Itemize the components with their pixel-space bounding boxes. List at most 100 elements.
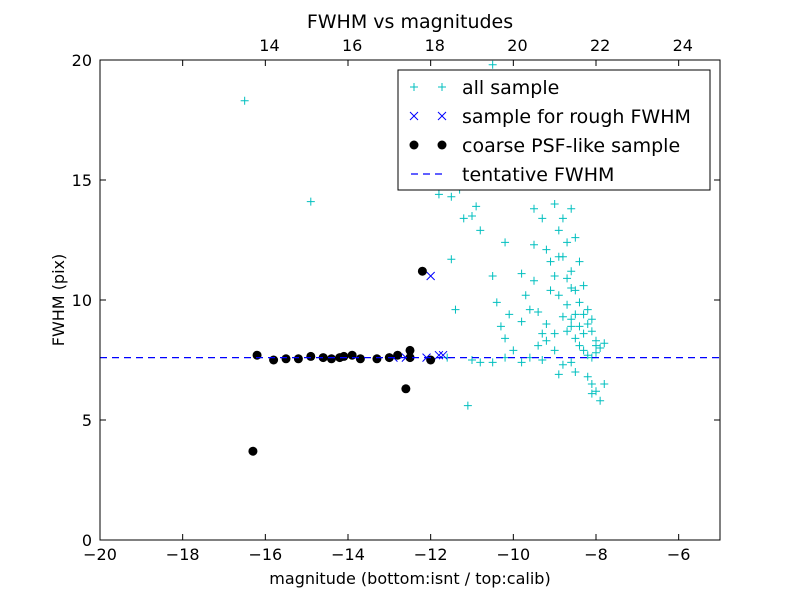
- data-point-plus: [476, 226, 485, 235]
- data-point-plus: [558, 360, 567, 369]
- top-axis-tick-label: 14: [259, 36, 279, 55]
- axes: −20 −18 −16 −14 −12 −10 −8 −6 14 16 18 20 22 24 0 5 10 15…: [72, 36, 721, 564]
- data-point-plus: [558, 214, 567, 223]
- data-point-plus: [546, 257, 555, 266]
- data-point-plus: [554, 291, 563, 300]
- data-point-plus: [240, 96, 249, 105]
- data-point-dot: [355, 354, 365, 364]
- legend-swatch-x: [437, 111, 447, 121]
- x-tick-label: −14: [331, 545, 365, 564]
- data-point-plus: [538, 356, 547, 364]
- data-point-plus: [600, 380, 609, 388]
- data-point-plus: [592, 341, 600, 350]
- data-point-plus: [583, 372, 592, 381]
- data-point-dot: [339, 351, 349, 361]
- data-point-plus: [587, 327, 596, 336]
- x-tick-label: −16: [248, 545, 282, 564]
- data-point-dot: [393, 350, 403, 360]
- data-point-plus: [306, 197, 315, 206]
- data-point-plus: [592, 348, 600, 357]
- data-point-dot: [326, 354, 336, 364]
- data-point-plus: [488, 60, 497, 69]
- data-point-dot: [347, 350, 357, 360]
- data-point-plus: [571, 310, 580, 319]
- data-point-plus: [587, 315, 596, 324]
- x-tick-label: −20: [83, 545, 117, 564]
- data-point-plus: [567, 358, 576, 367]
- data-point-plus: [525, 305, 534, 314]
- data-point-dot: [269, 355, 279, 365]
- data-point-plus: [596, 344, 605, 352]
- data-point-plus: [472, 202, 481, 211]
- chart-title: FWHM vs magnitudes: [307, 11, 513, 33]
- data-point-plus: [563, 274, 572, 283]
- data-point-dot: [426, 355, 436, 365]
- data-point-plus: [587, 380, 596, 388]
- y-axis-title: FWHM (pix): [49, 254, 68, 347]
- data-point-plus: [575, 322, 584, 331]
- data-point-plus: [530, 276, 538, 285]
- data-point-plus: [579, 329, 588, 338]
- data-point-dot: [252, 350, 262, 360]
- data-point-plus: [542, 245, 551, 254]
- data-point-plus: [517, 317, 526, 326]
- data-point-plus: [550, 346, 559, 355]
- x-tick-label: −18: [166, 545, 200, 564]
- legend-label: sample for rough FWHM: [462, 106, 691, 128]
- data-point-plus: [468, 212, 476, 220]
- data-point-plus: [554, 370, 563, 379]
- data-point-plus: [509, 346, 518, 355]
- data-point-plus: [434, 190, 443, 199]
- data-point-plus: [600, 339, 609, 348]
- data-point-dot: [318, 353, 328, 363]
- data-point-plus: [447, 255, 456, 264]
- x-tick-label: −6: [667, 545, 691, 564]
- data-point-plus: [567, 322, 576, 331]
- data-point-plus: [451, 305, 460, 314]
- data-point-plus: [517, 358, 526, 367]
- y-tick-label: 5: [82, 411, 92, 430]
- x-axis-title: magnitude (bottom:isnt / top:calib): [269, 569, 550, 588]
- data-point-dot: [401, 384, 411, 394]
- data-point-plus: [558, 252, 567, 261]
- legend-swatch-dot: [437, 140, 447, 150]
- data-point-plus: [463, 401, 472, 410]
- data-point-plus: [538, 329, 547, 338]
- top-axis-tick-label: 16: [342, 36, 362, 55]
- data-point-plus: [596, 396, 605, 405]
- legend-label: coarse PSF-like sample: [462, 135, 680, 157]
- data-point-plus: [476, 358, 485, 367]
- data-point-plus: [563, 327, 572, 336]
- data-point-plus: [567, 284, 576, 292]
- data-point-plus: [550, 200, 559, 208]
- data-point-plus: [579, 346, 588, 355]
- data-point-plus: [534, 341, 543, 350]
- data-point-plus: [496, 322, 505, 331]
- legend-swatch-plus: [410, 83, 418, 91]
- y-tick-label: 0: [82, 531, 92, 550]
- legend-swatch-plus: [438, 83, 446, 91]
- x-tick-label: −12: [414, 545, 448, 564]
- top-axis-tick-label: 20: [507, 36, 527, 55]
- legend-swatch-x: [409, 111, 419, 121]
- data-point-plus: [542, 336, 551, 345]
- data-point-plus: [571, 233, 580, 242]
- top-axis-tick-label: 18: [425, 36, 445, 55]
- legend-box: [397, 69, 711, 191]
- data-point-plus: [563, 300, 572, 309]
- data-point-plus: [567, 267, 576, 276]
- data-point-dot: [248, 446, 258, 456]
- data-point-plus: [517, 269, 526, 278]
- data-point-plus: [583, 351, 592, 360]
- data-point-plus: [488, 272, 497, 280]
- data-point-plus: [563, 238, 572, 247]
- data-point-dot: [281, 354, 291, 364]
- top-axis-tick-label: 22: [590, 36, 610, 55]
- data-point-plus: [542, 320, 551, 328]
- data-point-plus: [579, 281, 588, 290]
- legend-label: tentative FWHM: [462, 164, 614, 186]
- data-point-plus: [575, 298, 584, 307]
- data-point-plus: [530, 204, 538, 213]
- data-point-plus: [534, 308, 543, 316]
- data-point-plus: [492, 298, 501, 307]
